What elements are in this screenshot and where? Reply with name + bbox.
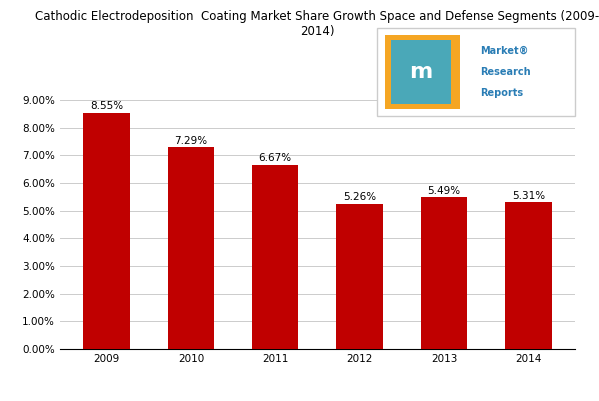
Text: 5.31%: 5.31% — [512, 190, 545, 200]
Text: Reports: Reports — [480, 88, 524, 98]
Bar — [83, 113, 130, 349]
Text: Cathodic Electrodeposition  Coating Market Share Growth Space and Defense Segmen: Cathodic Electrodeposition Coating Marke… — [35, 10, 599, 38]
Bar — [252, 165, 298, 349]
Text: 8.55%: 8.55% — [90, 101, 123, 111]
Bar — [168, 148, 214, 349]
Text: Market®: Market® — [480, 46, 529, 56]
Text: Research: Research — [480, 67, 531, 77]
Bar — [337, 204, 383, 349]
Text: 5.26%: 5.26% — [343, 192, 376, 202]
Text: 5.49%: 5.49% — [428, 186, 461, 196]
Bar — [505, 202, 552, 349]
Bar — [421, 197, 467, 349]
Bar — [391, 41, 450, 104]
Text: MarketResearchReports.com: MarketResearchReports.com — [215, 377, 384, 391]
Text: 6.67%: 6.67% — [259, 153, 292, 163]
Text: m: m — [409, 62, 432, 82]
Bar — [385, 35, 461, 109]
Text: 7.29%: 7.29% — [174, 136, 207, 146]
